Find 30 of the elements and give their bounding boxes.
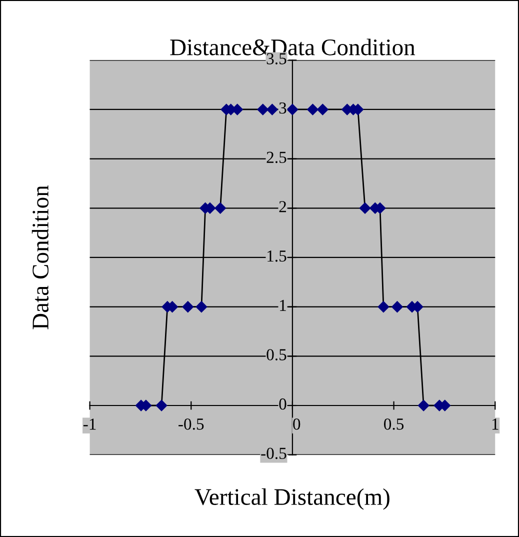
- y-tick-label: 2.5: [266, 152, 286, 164]
- x-tick-label: -1: [83, 418, 96, 430]
- point: [392, 301, 403, 312]
- y-tick-label: -0.5: [261, 448, 286, 460]
- y-tick-label: 3.5: [266, 53, 286, 64]
- point: [359, 202, 371, 214]
- y-axis-title: Data Condition: [32, 185, 49, 330]
- y-tick-label: 3: [279, 102, 286, 114]
- point: [214, 202, 226, 214]
- point: [286, 104, 298, 116]
- y-tick-label: 0: [279, 398, 286, 410]
- x-tick-label: 1: [492, 418, 498, 430]
- x-tick-label: -0.5: [178, 418, 204, 430]
- y-tick-label: 1: [280, 300, 286, 311]
- point: [156, 400, 168, 412]
- y-tick-label: 1.5: [268, 250, 286, 262]
- point: [266, 104, 278, 116]
- x-axis-title: Vertical Distance(m): [194, 488, 390, 510]
- point: [317, 104, 328, 116]
- point: [418, 400, 430, 412]
- x-tick-label: 0: [293, 418, 300, 430]
- point: [196, 301, 208, 312]
- y-tick-label: 0.5: [266, 349, 286, 360]
- point: [378, 301, 390, 312]
- point: [257, 104, 268, 116]
- y-tick-label: 2: [279, 201, 286, 212]
- chart-title: Distance&Data Condition: [170, 38, 416, 56]
- point: [307, 104, 318, 116]
- x-tick-label: 0.5: [384, 418, 404, 430]
- point: [182, 301, 194, 312]
